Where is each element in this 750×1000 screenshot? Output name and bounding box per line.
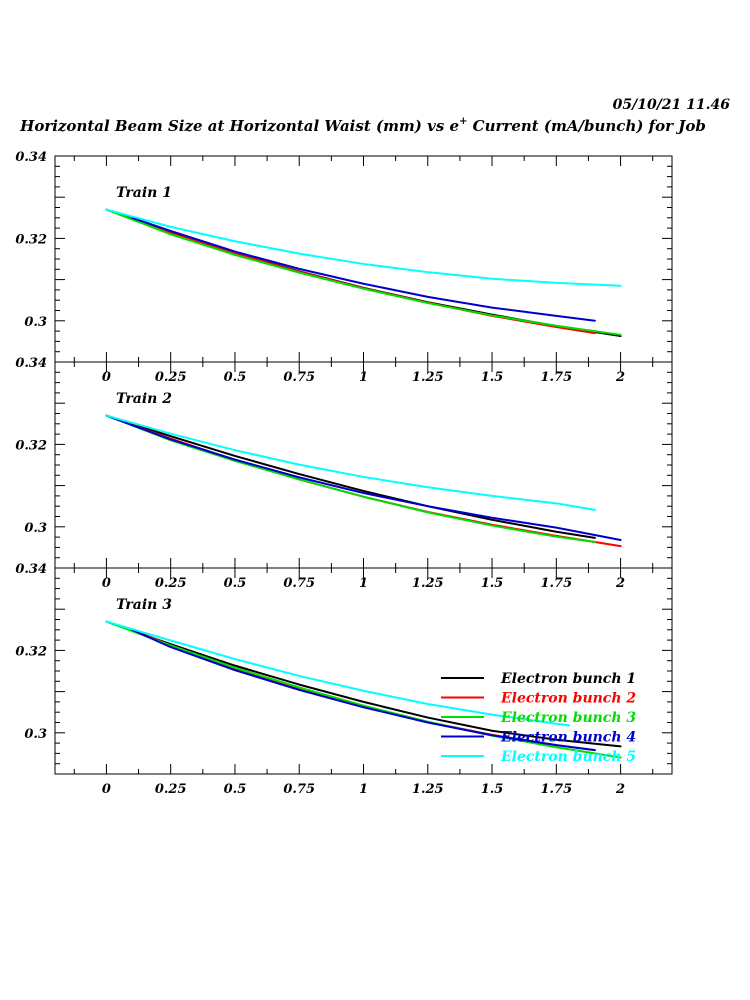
x-tick-label: 0.5 xyxy=(224,370,247,385)
x-tick-label: 1.75 xyxy=(540,370,572,385)
legend-label: Electron bunch 2 xyxy=(500,691,636,707)
x-tick-label: 1.75 xyxy=(540,782,572,797)
series-line-bunch-4 xyxy=(105,414,622,541)
legend-label: Electron bunch 5 xyxy=(500,749,636,765)
series-line-bunch-3 xyxy=(105,620,622,759)
title-superscript: + xyxy=(459,116,467,127)
x-tick-label: 2 xyxy=(615,370,625,385)
y-tick-label: 0.3 xyxy=(24,727,47,742)
y-tick-label: 0.34 xyxy=(15,150,47,165)
y-tick-label: 0.34 xyxy=(15,562,47,577)
x-tick-label: 0.75 xyxy=(283,576,315,591)
figure-title: Horizontal Beam Size at Horizontal Waist… xyxy=(19,116,706,135)
timestamp: 05/10/21 11.46 xyxy=(613,97,731,113)
series-line-bunch-5 xyxy=(105,414,596,511)
panel-title: Train 1 xyxy=(116,185,172,201)
x-tick-label: 0.5 xyxy=(224,782,247,797)
x-tick-label: 0 xyxy=(102,370,111,385)
series-line-bunch-1 xyxy=(105,414,596,539)
y-tick-label: 0.32 xyxy=(15,232,47,247)
x-tick-label: 1.5 xyxy=(481,782,504,797)
series-line-bunch-5 xyxy=(105,620,571,727)
series-line-bunch-5 xyxy=(105,208,622,287)
x-tick-label: 1.5 xyxy=(481,370,504,385)
panel-train-3: 0 0.25 0.5 0.75 1 1.25 1.5 1.75 2 0.34 0.32 0.3 Trai… xyxy=(15,562,673,797)
panel-title: Train 3 xyxy=(116,597,172,613)
x-tick-label: 1.25 xyxy=(412,576,444,591)
x-tick-label: 0.75 xyxy=(283,370,315,385)
y-tick-label: 0.3 xyxy=(24,521,47,536)
x-tick-label: 0.5 xyxy=(224,576,247,591)
series-line-bunch-4 xyxy=(131,628,596,752)
x-tick-label: 1.75 xyxy=(540,576,572,591)
x-tick-label: 0.25 xyxy=(155,576,187,591)
legend: Electron bunch 1 Electron bunch 2 Electron… xyxy=(441,671,636,765)
title-suffix: Current (mA/bunch) for Job xyxy=(467,117,705,135)
x-tick-label: 1.25 xyxy=(412,782,444,797)
x-tick-label: 1 xyxy=(359,782,368,797)
x-tick-label: 1.25 xyxy=(412,370,444,385)
x-tick-label: 1.5 xyxy=(481,576,504,591)
x-tick-label: 0 xyxy=(102,782,111,797)
chart-panels: 0 0.25 0.5 0.75 1 1.25 1.5 1.75 20.340.320.3Trai… xyxy=(15,150,673,797)
y-tick-label: 0.32 xyxy=(15,644,47,659)
x-tick-label: 0.25 xyxy=(155,782,187,797)
title-prefix: Horizontal Beam Size at Horizontal Waist… xyxy=(19,117,459,135)
legend-label: Electron bunch 3 xyxy=(500,710,636,726)
legend-label: Electron bunch 1 xyxy=(500,671,636,687)
y-tick-label: 0.32 xyxy=(15,438,47,453)
x-tick-label: 2 xyxy=(615,576,625,591)
series-line-bunch-1 xyxy=(105,620,622,748)
y-tick-label: 0.34 xyxy=(15,356,47,371)
x-tick-label: 1 xyxy=(359,370,368,385)
x-tick-label: 0.25 xyxy=(155,370,187,385)
panel-train-2: 0 0.25 0.5 0.75 1 1.25 1.5 1.75 2 0.34 0.32 0.3 Trai… xyxy=(15,356,673,591)
legend-label: Electron bunch 4 xyxy=(500,730,636,746)
x-tick-label: 0.75 xyxy=(283,782,315,797)
x-tick-label: 0 xyxy=(102,576,111,591)
x-tick-label: 1 xyxy=(359,576,368,591)
series-line-bunch-1 xyxy=(105,208,622,338)
panel-train-1: 0 0.25 0.5 0.75 1 1.25 1.5 1.75 2 0.34 0.32 0.3 Trai… xyxy=(15,150,673,385)
panel-title: Train 2 xyxy=(116,391,172,407)
y-tick-label: 0.3 xyxy=(24,315,47,330)
x-tick-label: 2 xyxy=(615,782,625,797)
series-line-bunch-3 xyxy=(105,208,622,336)
series-line-bunch-4 xyxy=(131,216,596,322)
